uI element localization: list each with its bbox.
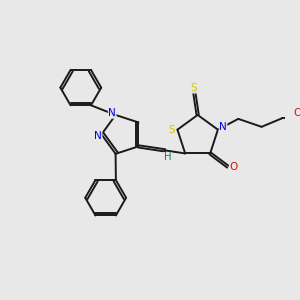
Text: S: S (168, 125, 175, 135)
Text: O: O (293, 108, 300, 118)
Text: N: N (94, 131, 102, 141)
Text: H: H (164, 152, 171, 163)
Text: N: N (108, 108, 116, 118)
Text: O: O (230, 162, 238, 172)
Text: N: N (219, 122, 227, 132)
Text: S: S (190, 83, 197, 93)
